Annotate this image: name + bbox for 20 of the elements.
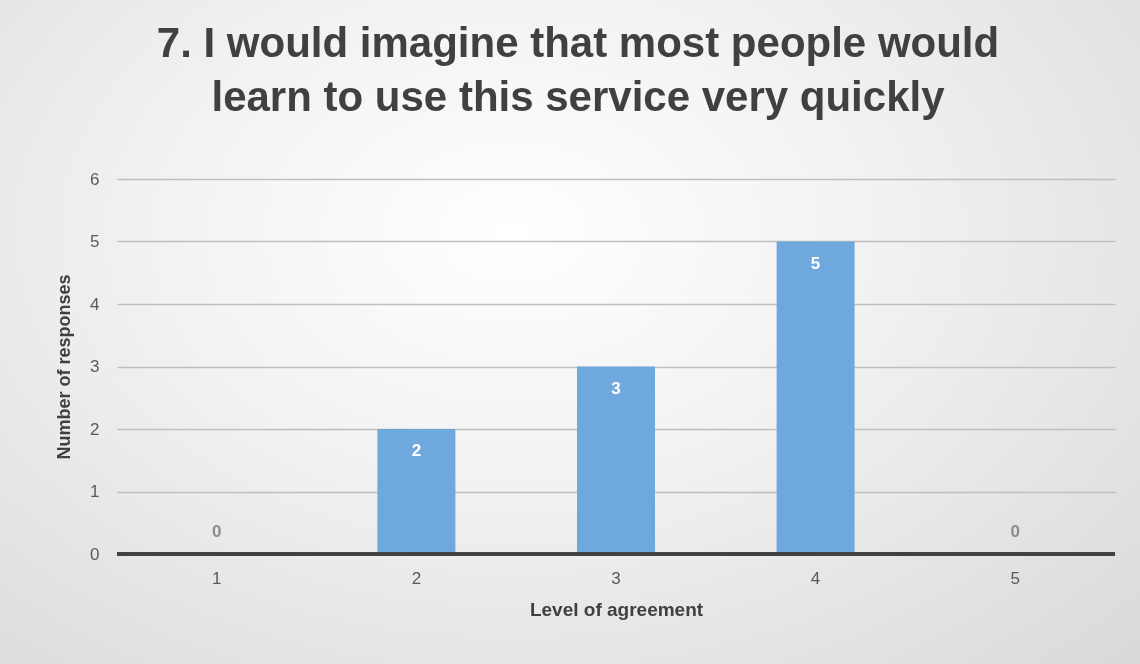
y-tick-label: 3 bbox=[90, 357, 100, 376]
x-tick-label: 5 bbox=[1010, 568, 1020, 588]
data-label: 2 bbox=[411, 441, 422, 460]
data-label: 0 bbox=[212, 522, 222, 541]
y-tick-label: 4 bbox=[90, 294, 100, 314]
x-tick-label: 3 bbox=[611, 568, 621, 588]
y-tick-label: 2 bbox=[90, 419, 100, 439]
x-axis-title: Level of agreement bbox=[529, 598, 704, 620]
x-tick-label: 1 bbox=[212, 568, 222, 588]
data-label: 5 bbox=[810, 253, 821, 273]
data-label: 0 bbox=[1010, 522, 1020, 541]
y-tick-label: 1 bbox=[90, 482, 100, 501]
y-tick-label: 6 bbox=[90, 169, 100, 189]
x-tick-label: 2 bbox=[411, 568, 422, 588]
y-axis-title: Number of responses bbox=[54, 274, 75, 460]
y-tick-label: 5 bbox=[90, 232, 100, 251]
x-tick-label: 4 bbox=[810, 568, 821, 588]
y-tick-label: 0 bbox=[90, 544, 100, 564]
chart-title: 7. I would imagine that most people would learn to use this service very quickly bbox=[156, 19, 1000, 120]
data-label: 3 bbox=[611, 378, 621, 398]
